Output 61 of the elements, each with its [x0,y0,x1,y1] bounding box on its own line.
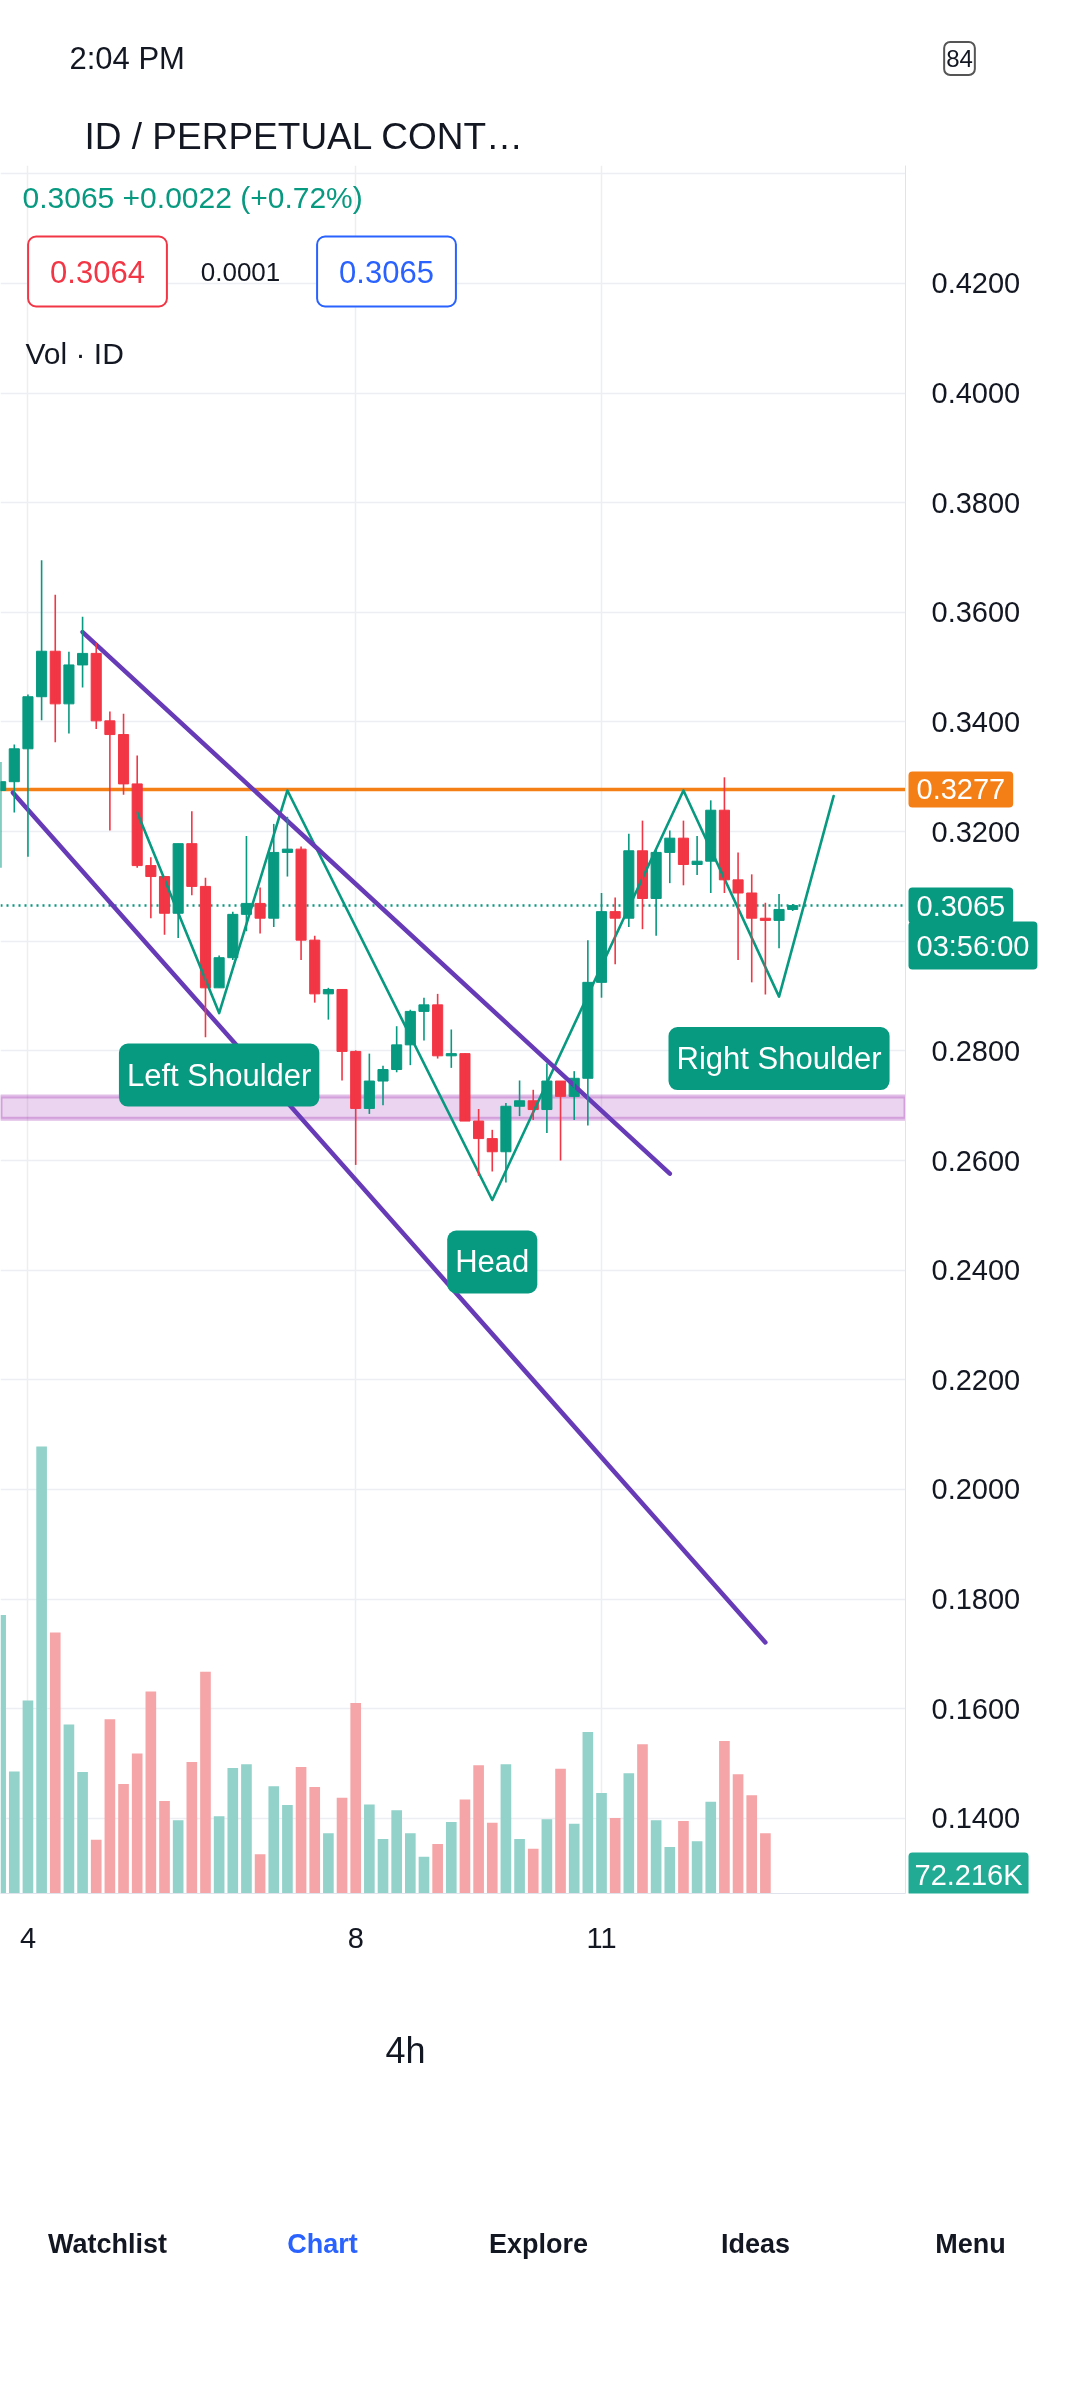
y-tick-label: 0.3200 [931,815,1021,848]
text: Ideas [720,2228,791,2259]
x-tick-label: 4 [19,1921,37,1954]
text: Chart [287,2228,358,2259]
candlestick [363,1052,375,1115]
annotation: Head [455,1244,530,1280]
candlestick [104,710,116,832]
candlestick [117,712,130,796]
y-tick-label: 0.3800 [931,486,1021,519]
x-tick-label: 11 [586,1921,617,1954]
candlestick [322,987,334,1021]
annotation: Left Shoulder [126,1057,312,1093]
text: Menu [935,2228,1006,2259]
text: 03:56:00 [916,929,1030,962]
candlestick [145,856,157,920]
candlestick [609,896,621,966]
text: 4h [385,2030,426,2071]
candlestick [336,988,348,1082]
candlestick [22,693,34,858]
y-tick-label: 0.1600 [931,1692,1021,1725]
candlestick [295,845,307,961]
y-tick-label: 0.4000 [931,377,1021,410]
y-tick-label: 0.2000 [931,1473,1021,1506]
candlestick [186,810,198,896]
candlestick [418,996,430,1042]
y-tick-label: 0.2800 [931,1034,1021,1067]
y-tick-label: 0.2200 [931,1363,1021,1396]
text: 84 [946,45,973,72]
y-tick-label: 0.4200 [931,267,1021,300]
candlestick [432,993,444,1060]
ref-line-label: 0.3065 [916,889,1006,922]
text: Watchlist [48,2228,168,2259]
candlestick [350,1049,362,1166]
text: 0.3065 +0.0022 (+0.72%) [22,181,363,214]
y-tick-label: 0.3600 [931,596,1021,629]
y-tick-label: 0.1800 [931,1583,1021,1616]
candlestick [732,851,744,961]
annotation: Right Shoulder [676,1041,882,1077]
text: 72.216K [914,1858,1024,1891]
candlestick [514,1079,526,1117]
candlestick [254,886,266,935]
y-tick-label: 0.3400 [931,705,1021,738]
candlestick [377,1064,389,1106]
y-tick-label: 0.1400 [931,1802,1021,1835]
candlestick [281,815,293,878]
annotation: 0.0001 [200,256,281,287]
ref-line-label: 0.3277 [916,773,1006,806]
text: 2:04 PM [69,41,185,76]
text: Explore [488,2228,589,2259]
candlestick [391,1025,403,1074]
annotation: 0.3064 [50,254,145,290]
y-tick-label: 0.2600 [931,1144,1021,1177]
chart-title: Vol · ID [25,337,124,370]
candlestick [473,1108,485,1177]
chart-title: ID / PERPETUAL CONT… [84,116,524,157]
y-tick-label: 0.2400 [931,1254,1021,1287]
candlestick [63,650,75,735]
candlestick [77,615,89,689]
annotation: 0.3065 [339,254,434,290]
candlestick [554,1080,567,1162]
x-tick-label: 8 [347,1921,364,1954]
